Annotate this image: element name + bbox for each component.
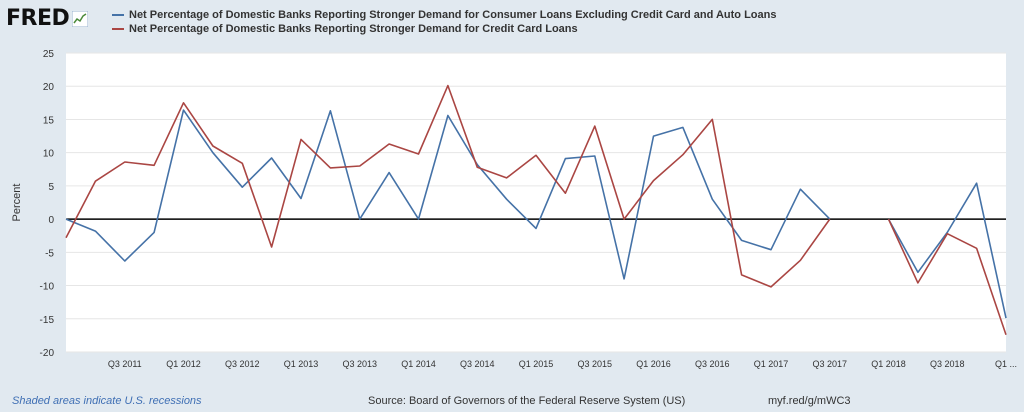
x-tick-label: Q1 2012 [166,359,201,369]
legend-label-series-2: Net Percentage of Domestic Banks Reporti… [129,23,578,35]
logo-text: FRED [6,6,70,31]
y-tick-label: 5 [48,182,54,193]
x-tick-label: Q3 2013 [342,359,377,369]
series-2-line [65,84,831,288]
chart-footer: Shaded areas indicate U.S. recessions So… [0,392,1024,412]
y-tick-label: -5 [45,248,54,259]
line-chart: 25 20 15 10 5 0 -5 -10 -15 -20 Q3 2011 Q1 2012 Q3 20… [11,49,1017,369]
x-tick-label: Q3 2011 [108,359,142,369]
y-tick-label: 25 [43,49,55,60]
series-1 [65,109,1007,319]
recession-note: Shaded areas indicate U.S. recessions [12,395,202,407]
y-tick-label: 15 [43,115,55,126]
x-tick-label: Q3 2014 [460,359,495,369]
y-tick-label: -20 [40,348,55,359]
x-tick-label: Q3 2018 [930,359,965,369]
series-2 [65,84,1007,335]
legend-label-series-1: Net Percentage of Domestic Banks Reporti… [129,9,777,21]
legend-swatch-series-2 [112,28,124,30]
x-tick-label: Q3 2012 [225,359,260,369]
chart-header: FRED Net Percentage of Domestic Banks Re… [0,0,1024,44]
x-tick-label: Q1 ... [995,359,1017,369]
x-tick-label: Q3 2017 [812,359,847,369]
legend-item-series-2[interactable]: Net Percentage of Domestic Banks Reporti… [112,22,776,36]
y-axis-label: Percent [11,184,23,222]
chart-legend: Net Percentage of Domestic Banks Reporti… [112,8,776,36]
x-tick-label: Q1 2018 [871,359,906,369]
series-1-line [65,109,831,280]
x-tick-label: Q1 2017 [754,359,789,369]
y-tick-label: -15 [40,315,55,326]
x-tick-label: Q1 2016 [636,359,671,369]
y-tick-label: 20 [43,82,55,93]
legend-item-series-1[interactable]: Net Percentage of Domestic Banks Reporti… [112,8,776,22]
source-note: Source: Board of Governors of the Federa… [368,395,686,407]
y-tick-label: 0 [48,215,54,226]
series-2-line [887,218,1007,335]
chart-line-icon [72,10,89,27]
y-tick-label: 10 [43,149,55,160]
short-url-link[interactable]: myf.red/g/mWC3 [768,395,851,407]
series-1-line [887,182,1007,319]
x-tick-label: Q1 2015 [519,359,554,369]
fred-logo[interactable]: FRED [6,6,89,31]
legend-swatch-series-1 [112,14,124,16]
x-tick-label: Q1 2013 [284,359,319,369]
x-tick-label: Q3 2016 [695,359,730,369]
x-tick-label: Q3 2015 [577,359,612,369]
y-tick-label: -10 [40,282,55,293]
x-tick-label: Q1 2014 [401,359,436,369]
plot-area [66,53,1006,352]
